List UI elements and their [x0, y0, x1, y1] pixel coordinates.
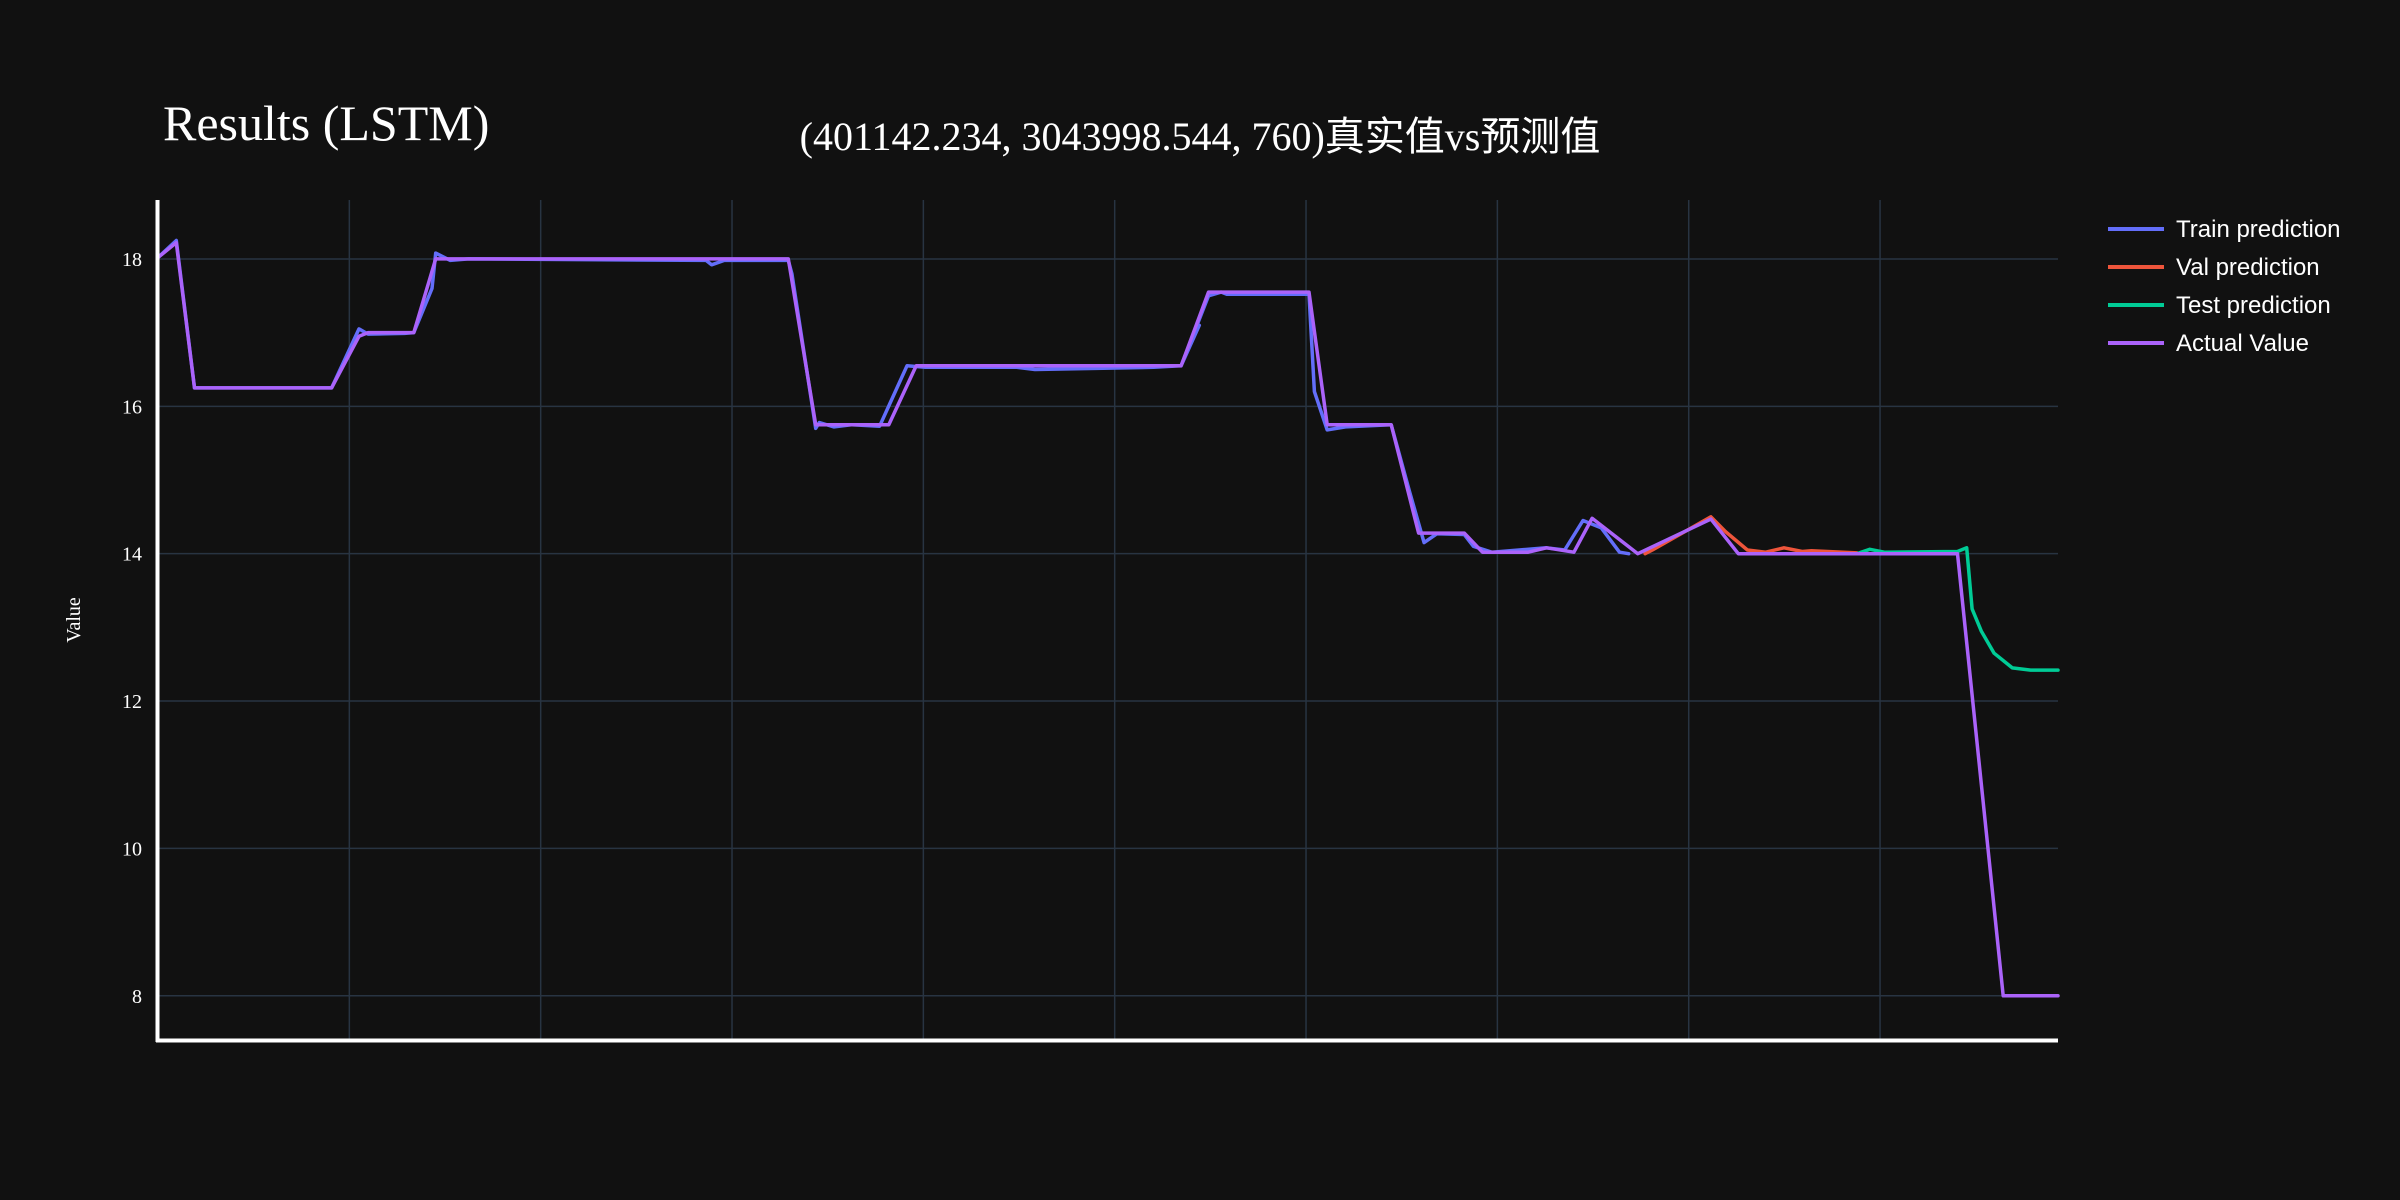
legend-item[interactable]: Train prediction: [2108, 216, 2341, 243]
series-line-actual-value: [156, 240, 2060, 998]
y-tick-label: 12: [122, 691, 142, 713]
legend-label: Test prediction: [2176, 292, 2331, 319]
plot-area: [156, 238, 2060, 998]
legend: Train prediction Val prediction Test predi…: [2108, 216, 2341, 357]
legend-item[interactable]: Val prediction: [2108, 254, 2320, 281]
legend-label: Val prediction: [2176, 254, 2320, 281]
y-tick-label: 16: [122, 396, 142, 418]
y-axis-label: Value: [63, 597, 85, 643]
legend-label: Train prediction: [2176, 216, 2341, 243]
y-tick-label: 10: [122, 838, 142, 860]
chart-subtitle: (401142.234, 3043998.544, 760)真实值vs预测值: [800, 114, 1601, 159]
x-gridlines: [348, 200, 1881, 1040]
y-tick-label: 14: [122, 544, 142, 566]
y-tick-label: 8: [132, 986, 142, 1008]
y-tick-label: 18: [122, 249, 142, 271]
legend-item[interactable]: Actual Value: [2108, 330, 2309, 357]
legend-label: Actual Value: [2176, 330, 2309, 357]
chart-title: Results (LSTM): [163, 95, 489, 151]
series-line-test-prediction: [1855, 546, 2060, 672]
legend-item[interactable]: Test prediction: [2108, 292, 2331, 319]
y-tick-labels: 8 10 12 14 16 18: [122, 249, 142, 1008]
